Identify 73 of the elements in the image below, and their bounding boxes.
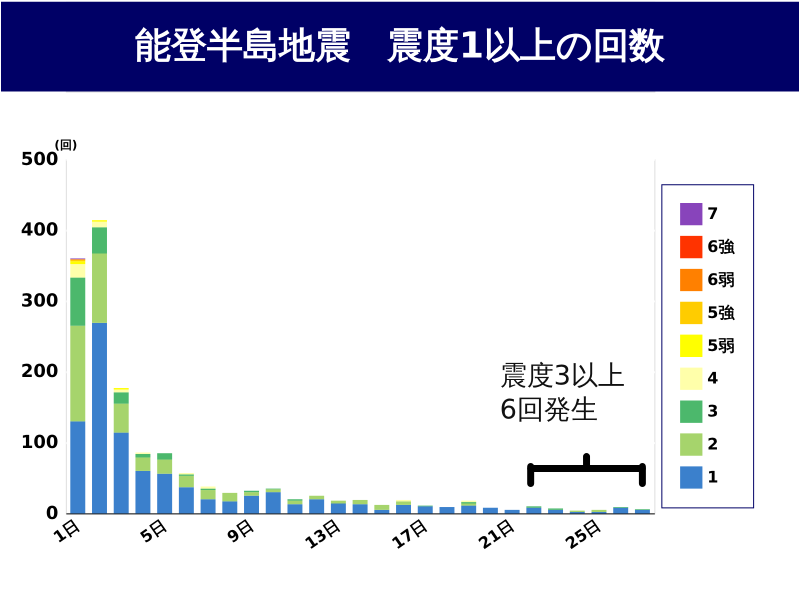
bar xyxy=(200,486,216,489)
bar xyxy=(352,500,368,504)
bar xyxy=(114,392,129,404)
bar xyxy=(330,503,346,514)
legend-label: 4 xyxy=(707,368,718,388)
bar xyxy=(287,504,302,514)
legend-label: 1 xyxy=(707,467,718,486)
bar xyxy=(114,404,129,433)
x-tick-label: 9日 xyxy=(224,516,257,547)
bar xyxy=(396,501,412,505)
x-tick-label: 13日 xyxy=(301,516,344,554)
legend-label: 6弱 xyxy=(707,270,734,289)
bar xyxy=(244,496,259,514)
bar xyxy=(309,499,324,514)
annotation: 震度3以上 6回発生 xyxy=(500,360,625,426)
bar xyxy=(526,508,542,514)
bar xyxy=(439,507,454,514)
bar xyxy=(92,253,107,323)
bar xyxy=(396,504,412,514)
x-tick-label: 17日 xyxy=(388,516,430,554)
bar xyxy=(135,470,150,514)
bar xyxy=(70,264,86,278)
bar xyxy=(92,222,107,228)
bar xyxy=(178,487,194,514)
bar xyxy=(157,453,172,460)
bar xyxy=(266,492,281,514)
y-tick-label: 400 xyxy=(20,220,58,241)
x-tick-label: 21日 xyxy=(475,516,518,554)
y-tick-label: 300 xyxy=(20,290,58,312)
bar xyxy=(200,499,216,514)
y-tick-label: 0 xyxy=(46,502,58,524)
bar xyxy=(418,506,433,514)
bar xyxy=(157,460,172,474)
bar xyxy=(548,510,564,514)
bar xyxy=(374,504,390,510)
x-tick-label: 25日 xyxy=(562,516,604,554)
bar xyxy=(135,454,150,458)
bar xyxy=(114,432,129,514)
legend-label: 6強 xyxy=(707,237,736,256)
bar xyxy=(200,490,216,500)
y-axis-title: (回) xyxy=(54,138,78,152)
bar xyxy=(613,508,628,514)
legend-label: 7 xyxy=(707,204,718,224)
bar xyxy=(135,457,150,471)
bar xyxy=(287,500,302,504)
y-tick-label: 100 xyxy=(20,432,58,454)
bar xyxy=(157,474,172,514)
bar xyxy=(461,506,476,514)
bar xyxy=(244,492,259,496)
bar xyxy=(634,510,650,514)
bar xyxy=(374,510,390,514)
bar xyxy=(309,496,324,500)
bar xyxy=(461,503,476,506)
y-tick-label: 200 xyxy=(20,361,58,382)
legend-label: 2 xyxy=(707,434,718,454)
legend-label: 5弱 xyxy=(707,336,734,355)
bar xyxy=(330,500,346,504)
bar xyxy=(222,492,238,502)
bar xyxy=(482,508,498,514)
bar xyxy=(92,322,107,514)
bar xyxy=(70,278,86,326)
bar xyxy=(504,510,520,514)
legend-label: 5強 xyxy=(707,302,736,322)
bar xyxy=(178,476,194,488)
bar xyxy=(352,504,368,514)
chart-title: 能登半島地震 震度1以上の回数 xyxy=(135,26,666,67)
bar xyxy=(70,326,86,422)
legend-label: 3 xyxy=(707,402,718,421)
bar xyxy=(92,227,107,254)
bar xyxy=(114,389,129,392)
bar xyxy=(222,501,238,514)
bar xyxy=(70,421,86,514)
x-tick-label: 5日 xyxy=(136,516,170,547)
